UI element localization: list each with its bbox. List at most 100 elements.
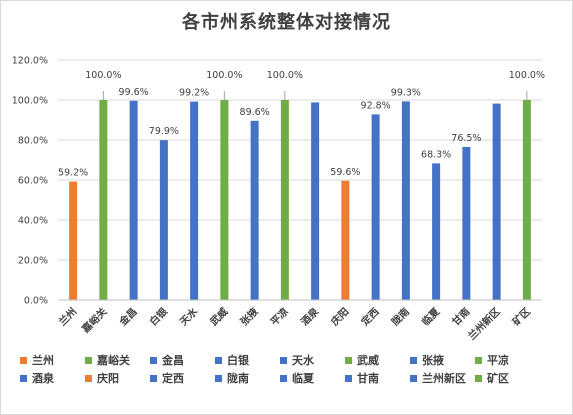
legend-swatch <box>215 356 222 364</box>
y-tick-label: 40.0% <box>18 216 48 227</box>
x-tick-label: 酒泉 <box>298 304 322 328</box>
legend-item: 平凉 <box>475 352 540 368</box>
x-tick-label: 兰州新区 <box>465 305 502 342</box>
legend-swatch <box>410 374 417 382</box>
legend-item: 兰州 <box>20 352 85 368</box>
legend-row: 酒泉 庆阳 定西 陇南 临夏 甘南 兰州新区 矿区 <box>20 369 540 387</box>
legend-item: 酒泉 <box>20 370 85 386</box>
data-label: 59.2% <box>58 168 88 179</box>
legend-swatch <box>345 374 352 382</box>
legend-item: 武威 <box>345 352 410 368</box>
bar <box>492 103 501 300</box>
y-tick-label: 20.0% <box>18 256 48 267</box>
data-label: 99.2% <box>179 88 209 99</box>
x-tick-label: 平凉 <box>268 305 291 328</box>
x-tick-label: 张掖 <box>237 304 261 328</box>
x-tick-label: 甘南 <box>449 305 472 328</box>
x-tick-label: 陇南 <box>389 305 412 328</box>
data-label: 100.0% <box>267 70 303 81</box>
legend-row: 兰州 嘉峪关 金昌 白银 天水 武威 张掖 平凉 <box>20 351 540 369</box>
legend-label: 定西 <box>162 372 184 385</box>
legend-label: 天水 <box>292 354 314 367</box>
legend-swatch <box>85 356 92 364</box>
data-label: 99.3% <box>391 87 421 98</box>
legend-label: 武威 <box>357 354 379 367</box>
legend-swatch <box>475 356 482 364</box>
data-label: 100.0% <box>206 70 242 81</box>
legend-label: 庆阳 <box>97 372 119 385</box>
bar <box>522 100 531 300</box>
legend-label: 甘南 <box>357 372 379 385</box>
legend-swatch <box>20 374 27 382</box>
legend-label: 张掖 <box>422 354 444 367</box>
legend-item: 白银 <box>215 352 280 368</box>
legend-label: 白银 <box>227 354 249 367</box>
x-tick-label: 临夏 <box>419 304 443 328</box>
bar <box>190 101 199 300</box>
data-label: 99.6% <box>119 87 149 98</box>
legend-swatch <box>150 356 157 364</box>
bar <box>462 147 471 300</box>
legend-item: 甘南 <box>345 370 410 386</box>
data-label: 92.8% <box>361 100 391 111</box>
bar <box>159 140 168 300</box>
x-tick-label: 金昌 <box>116 305 140 329</box>
data-label: 100.0% <box>509 70 545 81</box>
x-tick-label: 矿区 <box>510 305 533 328</box>
legend-swatch <box>345 356 352 364</box>
chart-title: 各市州系统整体对接情况 <box>182 12 391 33</box>
bar <box>99 100 108 300</box>
y-tick-label: 80.0% <box>18 136 48 147</box>
x-tick-label: 兰州 <box>56 305 79 328</box>
legend-label: 平凉 <box>487 354 509 367</box>
legend-swatch <box>85 374 92 382</box>
data-label: 76.5% <box>451 133 481 144</box>
legend-swatch <box>20 356 27 364</box>
legend-swatch <box>215 374 222 382</box>
bar <box>129 100 138 300</box>
legend-swatch <box>280 374 287 382</box>
data-label: 100.0% <box>85 70 121 81</box>
y-tick-label: 100.0% <box>12 96 48 107</box>
y-tick-label: 120.0% <box>12 56 48 67</box>
legend-swatch <box>475 374 482 382</box>
x-tick-label: 定西 <box>358 305 381 328</box>
legend-item: 金昌 <box>150 352 215 368</box>
legend-label: 酒泉 <box>32 372 54 385</box>
legend-label: 金昌 <box>162 354 184 367</box>
legend-item: 陇南 <box>215 370 280 386</box>
legend-item: 定西 <box>150 370 215 386</box>
x-tick-label: 白银 <box>147 304 171 328</box>
data-label: 89.6% <box>240 107 270 118</box>
data-label: 79.9% <box>149 126 179 137</box>
bar <box>250 120 259 300</box>
bar <box>371 114 380 301</box>
legend-label: 陇南 <box>227 372 249 385</box>
legend-label: 矿区 <box>487 372 509 385</box>
y-tick-label: 60.0% <box>18 176 48 187</box>
legend-item: 临夏 <box>280 370 345 386</box>
bar <box>69 181 78 300</box>
data-label: 59.6% <box>330 167 360 178</box>
bar <box>280 100 289 300</box>
bar <box>432 163 441 300</box>
data-label: 68.3% <box>421 149 451 160</box>
legend-label: 兰州新区 <box>422 372 466 385</box>
legend-swatch <box>280 356 287 364</box>
bar <box>341 180 350 300</box>
x-tick-label: 庆阳 <box>327 305 351 329</box>
legend-swatch <box>410 356 417 364</box>
legend-item: 矿区 <box>475 370 540 386</box>
bar <box>311 102 320 301</box>
legend-item: 嘉峪关 <box>85 352 150 368</box>
y-tick-label: 0.0% <box>24 296 48 307</box>
legend-label: 兰州 <box>32 354 54 367</box>
legend-label: 临夏 <box>292 372 314 385</box>
legend-label: 嘉峪关 <box>97 354 130 367</box>
x-tick-label: 天水 <box>177 304 201 328</box>
legend-item: 兰州新区 <box>410 370 475 386</box>
bar <box>220 100 229 300</box>
chart-legend: 兰州 嘉峪关 金昌 白银 天水 武威 张掖 平凉酒泉 庆阳 定西 陇南 临夏 甘南 兰州新区 矿区 <box>20 351 540 387</box>
bar <box>401 101 410 301</box>
